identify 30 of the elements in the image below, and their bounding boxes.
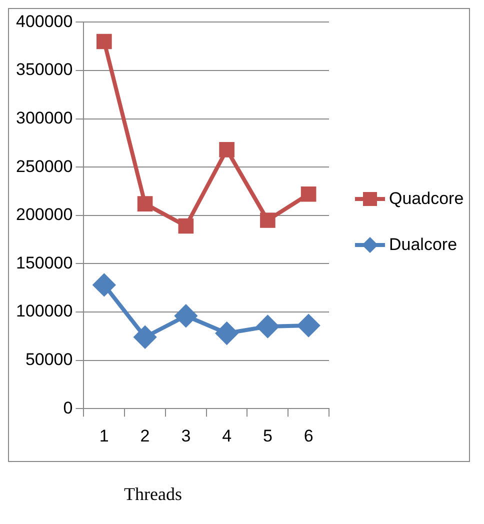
x-tick-label: 1 [99,426,109,446]
point [256,315,279,338]
y-tick-label: 50000 [25,350,73,369]
y-tick-label: 300000 [16,108,73,128]
x-tick-label: 4 [222,426,232,446]
point [134,326,156,348]
point [260,212,276,228]
point [300,186,316,202]
point [174,304,197,327]
point [93,274,116,296]
y-tick-label: 400000 [16,12,73,31]
legend-label: Dualcore [389,235,458,255]
y-tick-label: 0 [63,398,73,418]
point [178,218,194,234]
point [137,196,153,212]
x-tick-label: 5 [262,426,272,446]
point [219,142,234,158]
x-tick-label: 2 [140,426,150,446]
legend-label: Quadcore [389,189,464,209]
y-tick-label: 350000 [16,60,73,80]
point [216,322,238,344]
y-tick-label: 250000 [16,156,73,176]
y-tick-label: 100000 [16,302,73,321]
x-tick-label: 3 [181,426,191,446]
x-tick-label: 6 [304,426,314,446]
x-axis-title: Threads [123,484,183,505]
point [298,314,320,337]
y-tick-label: 200000 [16,205,73,224]
point [96,34,112,50]
y-tick-label: 150000 [16,253,73,272]
